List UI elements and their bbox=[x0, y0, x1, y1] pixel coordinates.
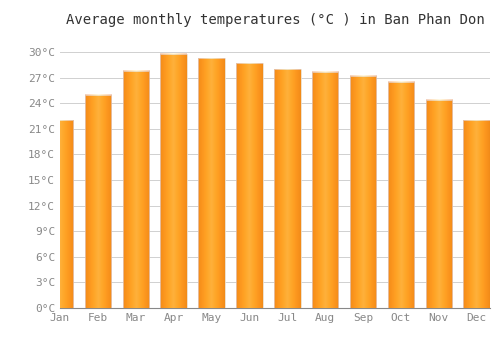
Bar bbox=[84, 95, 111, 308]
Bar bbox=[198, 58, 225, 308]
Bar bbox=[426, 100, 452, 308]
Bar bbox=[350, 76, 376, 308]
Bar bbox=[312, 72, 338, 308]
Bar bbox=[388, 82, 414, 308]
Bar bbox=[274, 69, 300, 308]
Bar bbox=[236, 63, 262, 308]
Bar bbox=[464, 120, 490, 308]
Title: Average monthly temperatures (°C ) in Ban Phan Don: Average monthly temperatures (°C ) in Ba… bbox=[66, 13, 484, 27]
Bar bbox=[46, 120, 74, 308]
Bar bbox=[160, 54, 187, 308]
Bar bbox=[122, 71, 149, 308]
